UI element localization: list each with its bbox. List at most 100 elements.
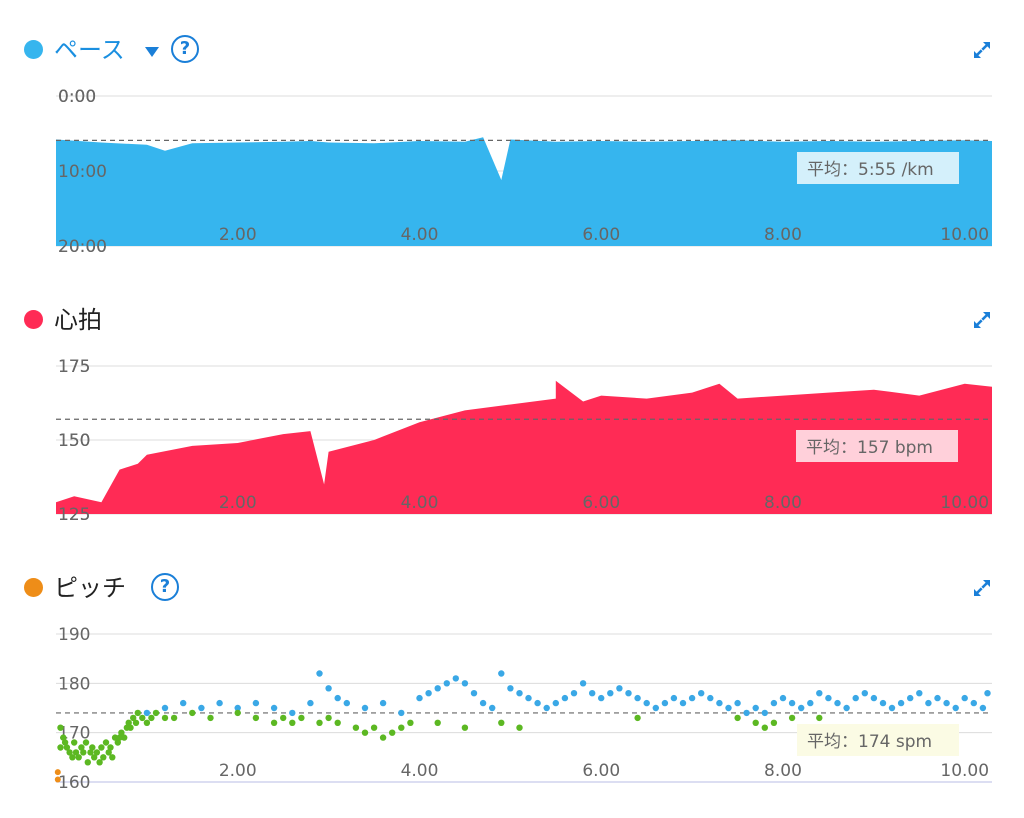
heart-panel-header: 心拍: [0, 302, 1024, 342]
cadence-point-high: [552, 699, 559, 707]
cadence-point-high: [870, 694, 878, 702]
cadence-point-high: [725, 704, 732, 712]
cadence-point-low: [91, 754, 98, 761]
cadence-point-high: [579, 680, 587, 687]
cadence-point-high: [834, 699, 841, 707]
caret-down-icon[interactable]: [145, 47, 159, 57]
cadence-point-high: [743, 709, 750, 717]
cadence-point-high: [198, 704, 205, 712]
y-tick-label: 150: [58, 431, 90, 451]
expand-icon[interactable]: [970, 576, 994, 600]
cadence-point-low: [118, 729, 125, 736]
cadence-point-low: [816, 714, 823, 722]
cadence-point-start: [54, 776, 61, 783]
x-tick-label: 4.00: [401, 493, 439, 513]
cadence-point-high: [961, 694, 968, 702]
x-tick-label: 4.00: [401, 225, 439, 245]
cadence-point-low: [389, 729, 396, 736]
heart-title: 心拍: [54, 306, 102, 334]
cadence-point-high: [779, 694, 787, 702]
cadence-point-high: [984, 690, 991, 697]
cadence-point-high: [888, 704, 896, 712]
help-icon[interactable]: ?: [171, 35, 199, 63]
cadence-point-low: [82, 739, 90, 746]
cadence-point-low: [139, 714, 146, 722]
cadence-point-high: [534, 699, 541, 707]
average-label-bg: [797, 152, 959, 184]
cadence-point-low: [761, 724, 768, 731]
cadence-point-low: [89, 744, 96, 751]
y-tick-label: 160: [58, 773, 90, 793]
cadence-point-low: [60, 734, 67, 741]
pace-chart: 0:0010:0020:002.004.006.008.0010.000:001…: [56, 87, 992, 257]
cadence-point-low: [270, 719, 278, 726]
cadence-point-high: [897, 699, 905, 707]
cadence-point-low: [102, 739, 110, 746]
cadence-point-low: [100, 754, 107, 761]
cadence-point-high: [852, 694, 859, 702]
cadence-legend-dot: [24, 578, 43, 597]
cadence-point-high: [907, 694, 914, 702]
cadence-point-low: [116, 734, 123, 741]
cadence-point-high: [425, 690, 432, 697]
cadence-point-low: [352, 724, 360, 731]
cadence-point-high: [452, 675, 459, 682]
cadence-point-low: [634, 714, 641, 722]
cadence-point-low: [87, 749, 94, 756]
cadence-point-high: [307, 699, 314, 707]
pace-title[interactable]: ペース: [54, 36, 125, 64]
cadence-point-low: [161, 714, 169, 722]
cadence-point-low: [407, 719, 414, 726]
x-tick-label: 10.00: [940, 225, 989, 245]
cadence-point-start: [54, 769, 61, 776]
cadence-point-high: [707, 694, 714, 702]
cadence-point-low: [461, 724, 469, 731]
x-tick-label: 4.00: [401, 761, 439, 781]
cadence-point-high: [952, 704, 959, 712]
cadence-point-high: [807, 699, 814, 707]
cadence-point-low: [148, 714, 155, 722]
cadence-point-high: [289, 709, 296, 717]
x-tick-label: 6.00: [582, 493, 620, 513]
cadence-point-high: [270, 704, 278, 712]
cadence-point-high: [543, 704, 550, 712]
y-tick-label: 0:00: [58, 87, 96, 107]
y-tick-label: 10:00: [58, 162, 107, 182]
cadence-point-high: [625, 690, 632, 697]
cadence-point-low: [71, 739, 78, 746]
x-tick-label: 10.00: [940, 493, 989, 513]
cadence-point-high: [825, 694, 832, 702]
cadence-point-low: [207, 714, 214, 722]
pace-legend-dot: [24, 40, 43, 59]
cadence-point-high: [761, 709, 768, 717]
expand-icon[interactable]: [970, 38, 994, 62]
cadence-point-low: [57, 744, 64, 751]
expand-icon[interactable]: [970, 308, 994, 332]
cadence-point-low: [127, 724, 134, 731]
cadence-point-low: [152, 709, 160, 717]
cadence-point-low: [361, 729, 369, 736]
cadence-title: ピッチ: [54, 574, 126, 602]
cadence-point-high: [734, 699, 741, 707]
cadence-point-high: [570, 690, 578, 697]
cadence-point-low: [57, 724, 64, 731]
cadence-point-high: [316, 670, 323, 677]
cadence-point-high: [616, 685, 623, 692]
cadence-point-high: [325, 685, 332, 692]
cadence-point-low: [121, 734, 128, 741]
cadence-point-high: [516, 690, 523, 697]
cadence-point-high: [361, 704, 369, 712]
cadence-point-high: [979, 704, 987, 712]
cadence-point-high: [634, 694, 641, 702]
cadence-point-high: [788, 699, 796, 707]
cadence-point-high: [698, 690, 705, 697]
cadence-point-high: [479, 699, 487, 707]
cadence-point-high: [589, 690, 596, 697]
cadence-point-low: [325, 714, 332, 722]
cadence-point-high: [970, 699, 977, 707]
y-tick-label: 125: [58, 505, 90, 525]
cadence-point-low: [280, 714, 287, 722]
cadence-point-high: [489, 704, 496, 712]
cadence-point-high: [716, 699, 723, 707]
help-icon[interactable]: ?: [151, 573, 179, 601]
